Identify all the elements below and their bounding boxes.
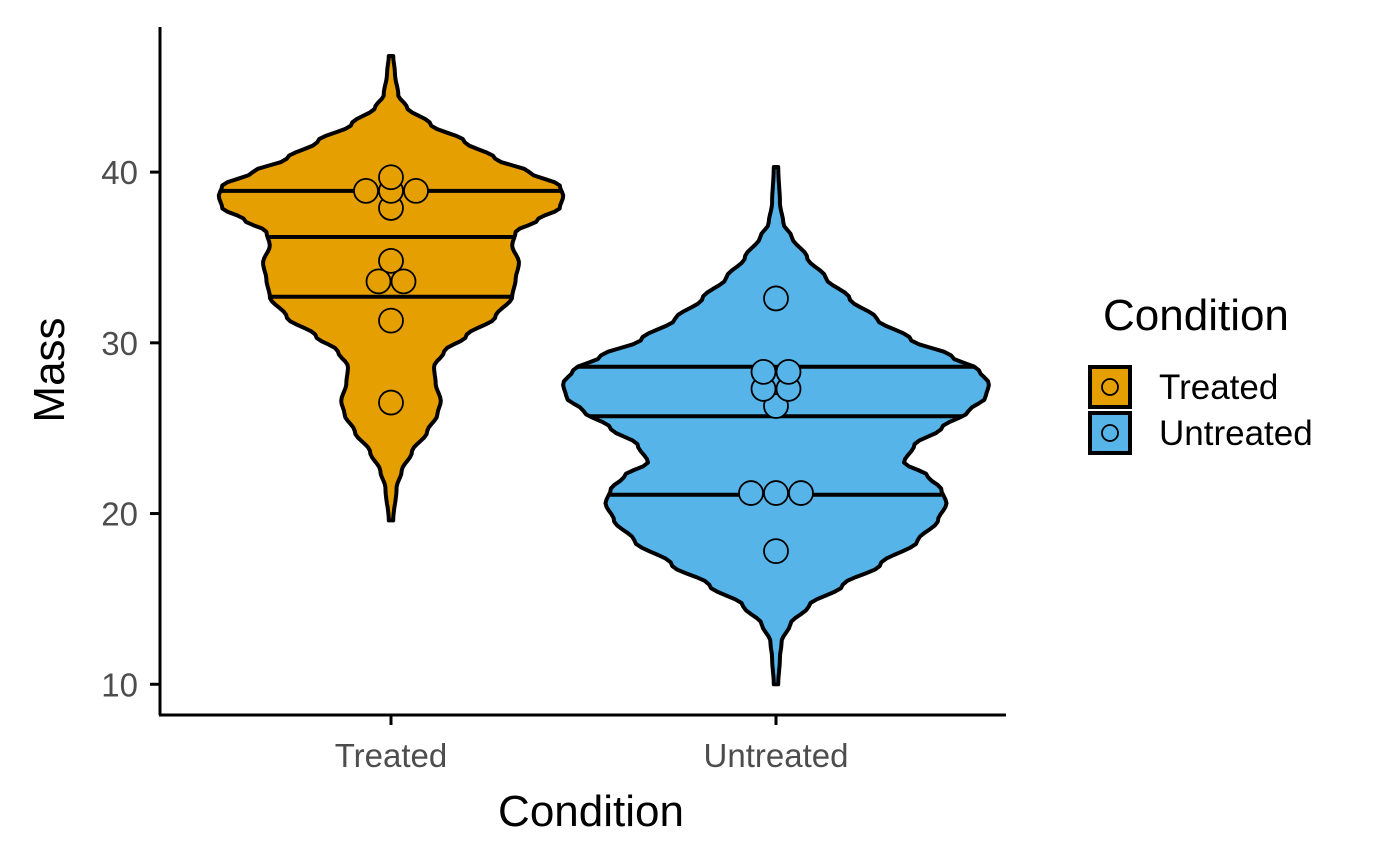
data-point bbox=[788, 480, 814, 506]
y-tick-label: 40 bbox=[101, 154, 138, 191]
legend: Condition Treated Untreated bbox=[1088, 291, 1313, 455]
y-tick-label: 10 bbox=[101, 666, 138, 703]
x-tick-label: Treated bbox=[335, 737, 448, 774]
violin-body bbox=[216, 54, 566, 523]
data-point bbox=[353, 177, 379, 204]
violin-layer bbox=[216, 54, 991, 687]
data-point bbox=[763, 285, 789, 312]
x-axis-title: Condition bbox=[498, 787, 684, 836]
data-point bbox=[378, 389, 404, 416]
y-ticks: 10 20 30 40 bbox=[101, 154, 160, 703]
legend-title: Condition bbox=[1103, 291, 1289, 340]
legend-point-glyph bbox=[1101, 424, 1119, 442]
violin-untreated bbox=[561, 165, 991, 687]
legend-point-glyph bbox=[1101, 378, 1119, 396]
y-axis-title: Mass bbox=[25, 317, 74, 422]
y-tick-label: 30 bbox=[101, 325, 138, 362]
legend-label: Untreated bbox=[1159, 414, 1313, 453]
axes-layer bbox=[158, 27, 1006, 717]
violin-treated bbox=[216, 54, 566, 523]
x-ticks: Treated Untreated bbox=[335, 715, 849, 774]
legend-label: Treated bbox=[1159, 368, 1278, 407]
data-point bbox=[378, 247, 404, 274]
legend-item-untreated: Untreated bbox=[1088, 411, 1313, 455]
legend-item-treated: Treated bbox=[1088, 365, 1278, 409]
data-point bbox=[763, 480, 789, 506]
data-point bbox=[390, 268, 417, 295]
x-tick-label: Untreated bbox=[704, 737, 849, 774]
data-point bbox=[365, 268, 392, 295]
data-point bbox=[403, 177, 429, 204]
data-point bbox=[775, 358, 802, 385]
violin-body bbox=[561, 165, 991, 687]
data-point bbox=[378, 307, 404, 334]
y-tick-label: 20 bbox=[101, 496, 138, 533]
data-point bbox=[378, 164, 404, 191]
data-point bbox=[738, 480, 764, 506]
data-point bbox=[750, 358, 777, 385]
data-point bbox=[763, 538, 789, 565]
